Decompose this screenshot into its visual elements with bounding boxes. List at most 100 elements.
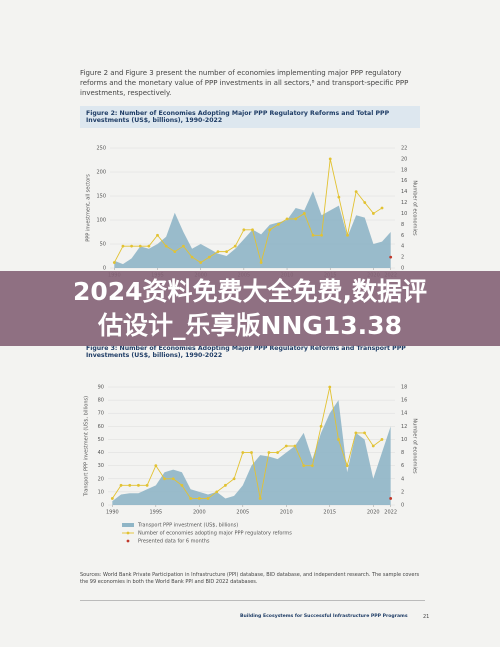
y-tick-label: 30	[98, 463, 104, 469]
point	[225, 250, 228, 254]
point	[328, 385, 332, 389]
point	[311, 233, 315, 237]
point	[206, 497, 210, 500]
point	[197, 497, 201, 500]
footer-title: Building Ecosystems for Successful Infra…	[240, 614, 408, 619]
y2-tick-label: 6	[401, 463, 404, 469]
y2-tick-label: 12	[401, 200, 407, 206]
y-tick-label: 250	[96, 146, 106, 152]
point	[320, 233, 323, 237]
point	[259, 261, 263, 264]
point	[276, 451, 279, 454]
point	[380, 438, 384, 441]
point	[380, 206, 384, 210]
y-tick-label: 0	[103, 266, 106, 272]
point	[199, 261, 203, 264]
y-tick-label: 60	[98, 424, 104, 430]
page-number: 21	[423, 614, 430, 620]
banner-line: 2024资料免费大全免费,数据评	[72, 277, 428, 306]
point	[242, 228, 246, 232]
point	[138, 244, 142, 248]
divider	[80, 600, 425, 601]
x-tick-label: 1995	[149, 510, 162, 516]
point	[207, 255, 211, 259]
point	[302, 212, 306, 215]
intro-text: Figure 2 and Figure 3 present the number…	[80, 69, 409, 97]
y-tick-label: 0	[101, 503, 104, 509]
point	[215, 490, 219, 494]
y2-tick-label: 4	[401, 476, 404, 482]
point	[337, 438, 340, 441]
point	[163, 477, 166, 481]
y-tick-label: 10	[98, 489, 104, 495]
point	[233, 244, 237, 248]
legend-label: Presented data for 6 months	[138, 539, 210, 545]
point	[145, 483, 149, 487]
point	[371, 444, 375, 448]
point	[147, 244, 151, 248]
point	[293, 444, 297, 448]
y2-tick-label: 18	[401, 167, 407, 173]
banner-line: 估设计_乐享版NNG13.38	[98, 311, 402, 340]
y-tick-label: 150	[96, 194, 106, 200]
y-tick-label: 20	[98, 476, 104, 482]
point	[173, 250, 177, 254]
legend-label: Transport PPP investment (US$, billions)	[137, 523, 238, 529]
y-tick-label: 40	[98, 450, 104, 456]
point	[285, 217, 289, 221]
overlay-banner: 2024资料免费大全免费,数据评 估设计_乐享版NNG13.38	[0, 271, 500, 346]
x-tick-label: 2005	[236, 510, 249, 516]
line	[111, 386, 383, 499]
point	[302, 464, 306, 468]
point	[372, 212, 375, 215]
point	[216, 250, 220, 254]
y2-axis-label: Number of economies	[412, 180, 418, 236]
point	[189, 497, 193, 500]
point	[268, 228, 272, 232]
chart: 0501001502002500246810121416182022199019…	[86, 146, 418, 279]
point	[389, 497, 393, 500]
point	[232, 477, 236, 481]
x-tick-label: 1990	[106, 510, 119, 516]
y-tick-label: 50	[100, 242, 106, 248]
point	[328, 157, 332, 161]
point	[182, 244, 185, 248]
x-tick-label: 2010	[280, 510, 293, 516]
y2-tick-label: 16	[401, 398, 407, 404]
y-tick-label: 70	[98, 411, 104, 417]
y-axis-label: Transport PPP investment (US$, billions)	[84, 396, 90, 497]
point	[258, 497, 262, 500]
point	[190, 255, 194, 259]
point	[310, 464, 314, 468]
figure-title: Figure 2: Number of Economies Adopting M…	[80, 106, 420, 128]
point	[363, 201, 367, 204]
y-axis-label: PPP investment, all sectors	[86, 174, 92, 242]
point	[180, 483, 184, 487]
line	[113, 158, 383, 265]
y2-tick-label: 6	[401, 233, 404, 239]
legend-swatch	[122, 523, 134, 527]
point	[284, 444, 288, 448]
point	[112, 261, 116, 264]
y2-tick-label: 12	[401, 424, 407, 430]
y2-tick-label: 14	[401, 411, 407, 417]
legend-swatch	[126, 531, 130, 535]
y2-tick-label: 14	[401, 189, 407, 195]
point	[128, 483, 132, 487]
point	[121, 244, 125, 248]
y2-tick-label: 0	[401, 503, 404, 509]
point	[164, 244, 168, 248]
chart: 0 10 20 30 40 50 60 70 80 90 0 2 4 6 8 10 12 14 16 18 1990 19…	[84, 385, 418, 545]
point	[250, 451, 253, 454]
y2-tick-label: 10	[401, 437, 407, 443]
area	[112, 400, 391, 505]
y2-tick-label: 8	[401, 222, 404, 228]
y-tick-label: 50	[98, 437, 104, 443]
point	[154, 464, 158, 468]
y-tick-label: 200	[96, 170, 106, 176]
x-tick-label: 2022	[384, 510, 397, 516]
legend-swatch	[126, 539, 130, 543]
y-tick-label: 80	[98, 398, 104, 404]
y2-tick-label: 18	[401, 385, 407, 391]
